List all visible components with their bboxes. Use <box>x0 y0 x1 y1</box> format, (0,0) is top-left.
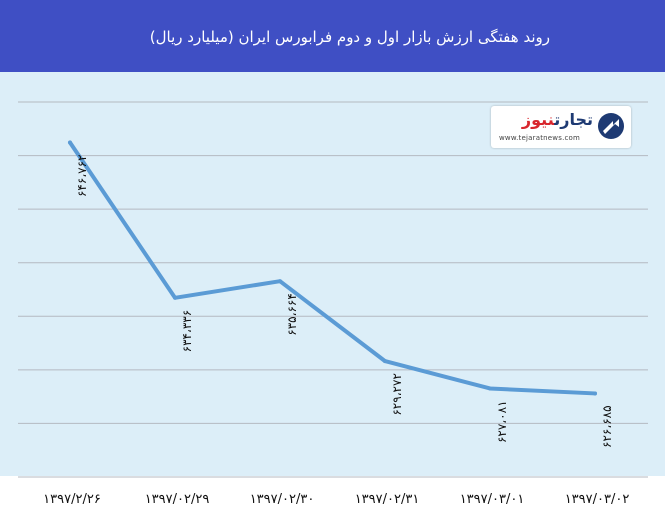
data-point <box>593 391 597 396</box>
x-tick-label: ۱۳۹۷/۰۳/۰۲ <box>565 492 630 507</box>
series-line <box>68 140 597 396</box>
logo-url: www.tejaratnews.com <box>499 134 581 142</box>
data-label: ۶۳۴،۳۳۶ <box>180 310 194 353</box>
data-point <box>488 386 492 391</box>
data-label: ۶۲۶،۶۸۵ <box>600 405 614 448</box>
data-point <box>173 295 177 300</box>
x-tick-label: ۱۳۹۷/۰۲/۳۰ <box>250 492 315 507</box>
data-labels: ۶۴۶،۷۶۲ ۶۳۴،۳۳۶ ۶۳۵،۶۶۴ ۶۲۹،۲۷۲ ۶۲۷،۰۸۱ ۶۲۶،۶… <box>75 154 614 448</box>
chart-title: روند هفتگی ارزش بازار اول و دوم فرابورس … <box>149 28 550 46</box>
data-label: ۶۲۷،۰۸۱ <box>495 400 509 443</box>
data-label: ۶۴۶،۷۶۲ <box>75 154 89 197</box>
tejaratnews-logo-icon <box>598 113 624 139</box>
x-tick-label: ۱۳۹۷/۲/۲۶ <box>43 492 101 507</box>
data-label: ۶۳۵،۶۶۴ <box>285 293 299 336</box>
data-label: ۶۲۹،۲۷۲ <box>390 373 404 416</box>
x-tick-label: ۱۳۹۷/۰۲/۳۱ <box>355 492 420 507</box>
gridlines <box>18 101 648 478</box>
x-axis: ۱۳۹۷/۲/۲۶ ۱۳۹۷/۰۲/۲۹ ۱۳۹۷/۰۲/۳۰ ۱۳۹۷/۰۲/۳۱ ۱… <box>43 492 629 507</box>
chart-header: روند هفتگی ارزش بازار اول و دوم فرابورس … <box>0 0 665 72</box>
logo-wordmark: تجارتنیوز <box>522 110 593 129</box>
data-point <box>278 279 282 284</box>
tejaratnews-logo: تجارتنیوز www.tejaratnews.com <box>491 106 631 148</box>
logo-name-part2: نیوز <box>521 110 555 129</box>
data-point <box>68 140 72 145</box>
x-tick-label: ۱۳۹۷/۰۳/۰۱ <box>460 492 525 507</box>
data-point <box>383 359 387 364</box>
series <box>68 140 597 396</box>
x-tick-label: ۱۳۹۷/۰۲/۲۹ <box>145 492 210 507</box>
logo-name-part1: تجارت <box>554 110 593 129</box>
